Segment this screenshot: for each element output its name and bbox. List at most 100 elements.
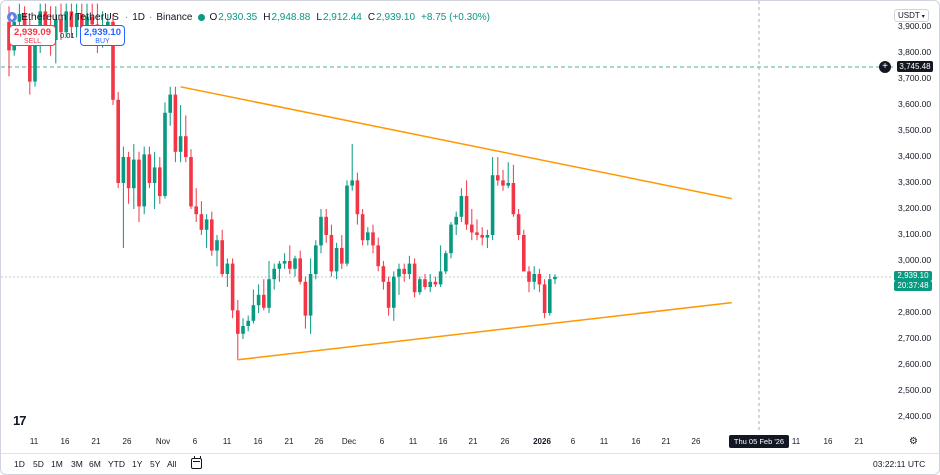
tradingview-logo-icon[interactable]: 17 xyxy=(13,413,27,428)
candle-body xyxy=(319,216,323,246)
candle-body xyxy=(433,281,438,285)
high-label: H xyxy=(263,11,271,23)
candle-body xyxy=(168,94,172,113)
candle-body xyxy=(381,266,386,282)
candle-body xyxy=(407,263,412,274)
candle-body xyxy=(366,232,370,241)
time-tick-label: 11 xyxy=(222,437,232,446)
candle-body xyxy=(43,11,48,27)
calendar-icon[interactable] xyxy=(191,456,202,469)
market-status-dot[interactable] xyxy=(198,13,206,21)
candle xyxy=(158,157,162,204)
candle-body xyxy=(392,276,396,308)
symbol-name[interactable]: Ethereum / TetherUS xyxy=(21,11,119,23)
candle-body xyxy=(470,224,474,233)
bottom-toolbar: 1D 5D 1M 3M 6M YTD 1Y 5Y All 03:22:11 UTC xyxy=(1,453,939,474)
time-tick-label: 6 xyxy=(379,437,385,446)
utc-clock[interactable]: 03:22:11 UTC xyxy=(873,459,926,469)
time-tick-label: 2026 xyxy=(533,437,551,446)
candle xyxy=(282,253,287,269)
candle-body xyxy=(386,281,391,308)
trendline-upper[interactable] xyxy=(180,86,732,200)
candle-body xyxy=(293,258,297,269)
candle-body xyxy=(542,284,547,313)
candle xyxy=(464,180,469,230)
price-tick-label: 2,700.00 xyxy=(898,333,932,343)
candle xyxy=(262,279,266,311)
range-button-ytd[interactable]: YTD xyxy=(108,459,125,469)
time-tick-label: 21 xyxy=(661,437,671,446)
open-value: 2,930.35 xyxy=(218,11,258,23)
candle-body xyxy=(147,154,152,183)
gear-icon[interactable]: ⚙ xyxy=(909,436,918,447)
low-label: L xyxy=(316,11,322,23)
candle-body xyxy=(506,183,510,186)
candle xyxy=(475,219,479,241)
add-alert-plus-icon[interactable]: + xyxy=(879,61,891,73)
candle xyxy=(184,115,188,163)
time-tick-label: 26 xyxy=(691,437,701,446)
candle-body xyxy=(298,258,302,282)
candle-body xyxy=(527,271,531,282)
price-tick-label: 3,100.00 xyxy=(898,229,932,239)
candle-body xyxy=(303,281,308,316)
candle-body xyxy=(173,94,178,152)
range-button-6m[interactable]: 6M xyxy=(89,459,101,469)
time-tick-label: 16 xyxy=(438,437,448,446)
candles-layer xyxy=(7,3,557,360)
range-button-1y[interactable]: 1Y xyxy=(132,459,143,469)
time-tick-label: 26 xyxy=(500,437,510,446)
candle-body xyxy=(272,268,276,280)
candle xyxy=(381,261,386,290)
range-button-1d[interactable]: 1D xyxy=(14,459,25,469)
candle-body xyxy=(355,180,360,215)
sell-button[interactable]: 2,939.09 SELL xyxy=(9,25,56,46)
candle-body xyxy=(480,235,484,238)
price-chart[interactable] xyxy=(1,1,893,431)
candle xyxy=(449,222,453,259)
candle-body xyxy=(464,196,469,225)
candle xyxy=(64,3,68,38)
buy-button[interactable]: 2,939.10 BUY xyxy=(80,25,125,46)
candle xyxy=(537,268,542,293)
candle-body xyxy=(308,274,313,316)
candle-body xyxy=(548,279,552,313)
candle xyxy=(246,315,250,332)
timeframe-label[interactable]: 1D xyxy=(132,11,145,23)
candle-body xyxy=(241,326,245,334)
range-button-3m[interactable]: 3M xyxy=(71,459,83,469)
candle xyxy=(152,151,157,209)
trendlines-layer[interactable] xyxy=(180,86,732,361)
candle xyxy=(438,245,443,287)
candle-body xyxy=(397,268,401,277)
candle xyxy=(371,224,375,254)
candle xyxy=(355,172,360,225)
range-button-5d[interactable]: 5D xyxy=(33,459,44,469)
candle xyxy=(215,235,219,267)
candle-body xyxy=(537,274,542,285)
candle-body xyxy=(17,14,22,22)
currency-selector[interactable]: USDT ▾ xyxy=(894,9,929,22)
candle xyxy=(454,211,458,235)
candle xyxy=(350,144,354,191)
candle xyxy=(428,274,432,293)
candle-body xyxy=(423,279,427,287)
price-tick-label: 2,800.00 xyxy=(898,307,932,317)
range-button-1m[interactable]: 1M xyxy=(51,459,63,469)
candle xyxy=(386,276,391,316)
candle-body xyxy=(194,206,198,215)
alert-line-price-tag[interactable]: 3,745.48 xyxy=(897,61,933,72)
candle xyxy=(423,274,427,290)
range-button-all[interactable]: All xyxy=(167,459,177,469)
time-tick-label: 6 xyxy=(192,437,198,446)
candle xyxy=(210,211,214,256)
range-button-5y[interactable]: 5Y xyxy=(150,459,161,469)
candle-body xyxy=(449,224,453,254)
candle xyxy=(334,242,339,280)
trendline-lower[interactable] xyxy=(237,301,732,361)
candle-body xyxy=(334,248,339,272)
candle xyxy=(360,209,365,246)
candle-body xyxy=(251,305,256,321)
low-value: 2,912.44 xyxy=(322,11,362,23)
price-tick-label: 3,800.00 xyxy=(898,47,932,57)
